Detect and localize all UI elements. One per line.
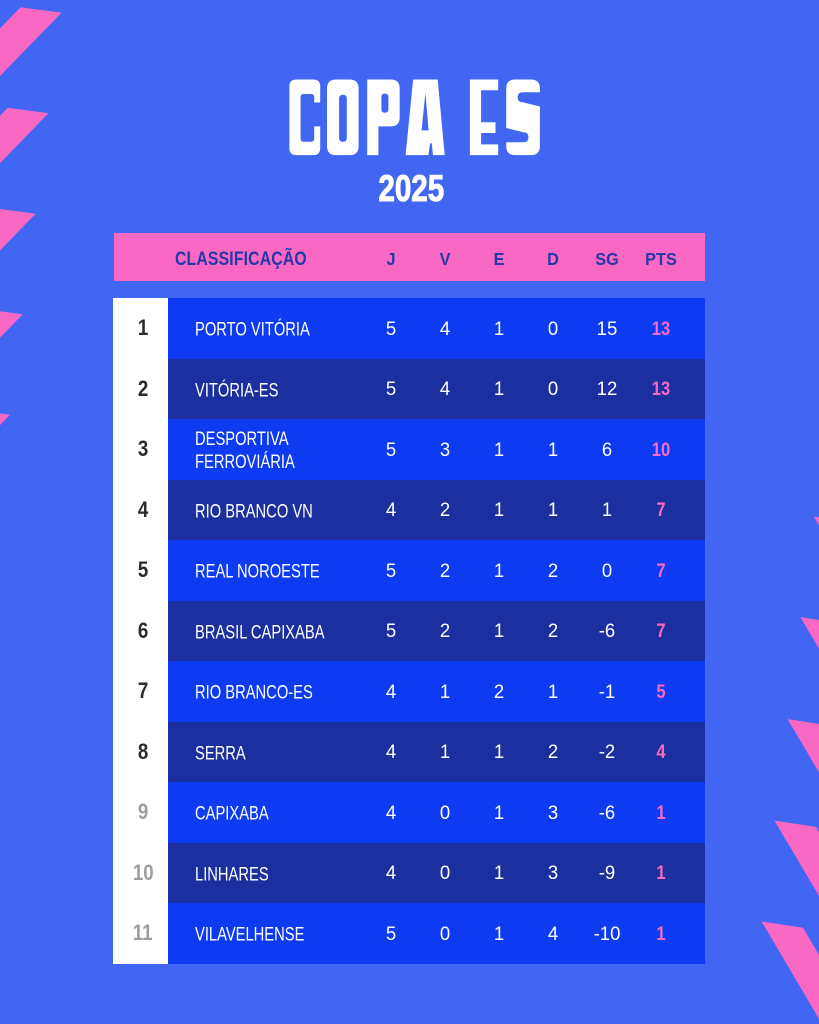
svg-text:2025: 2025: [378, 168, 444, 210]
